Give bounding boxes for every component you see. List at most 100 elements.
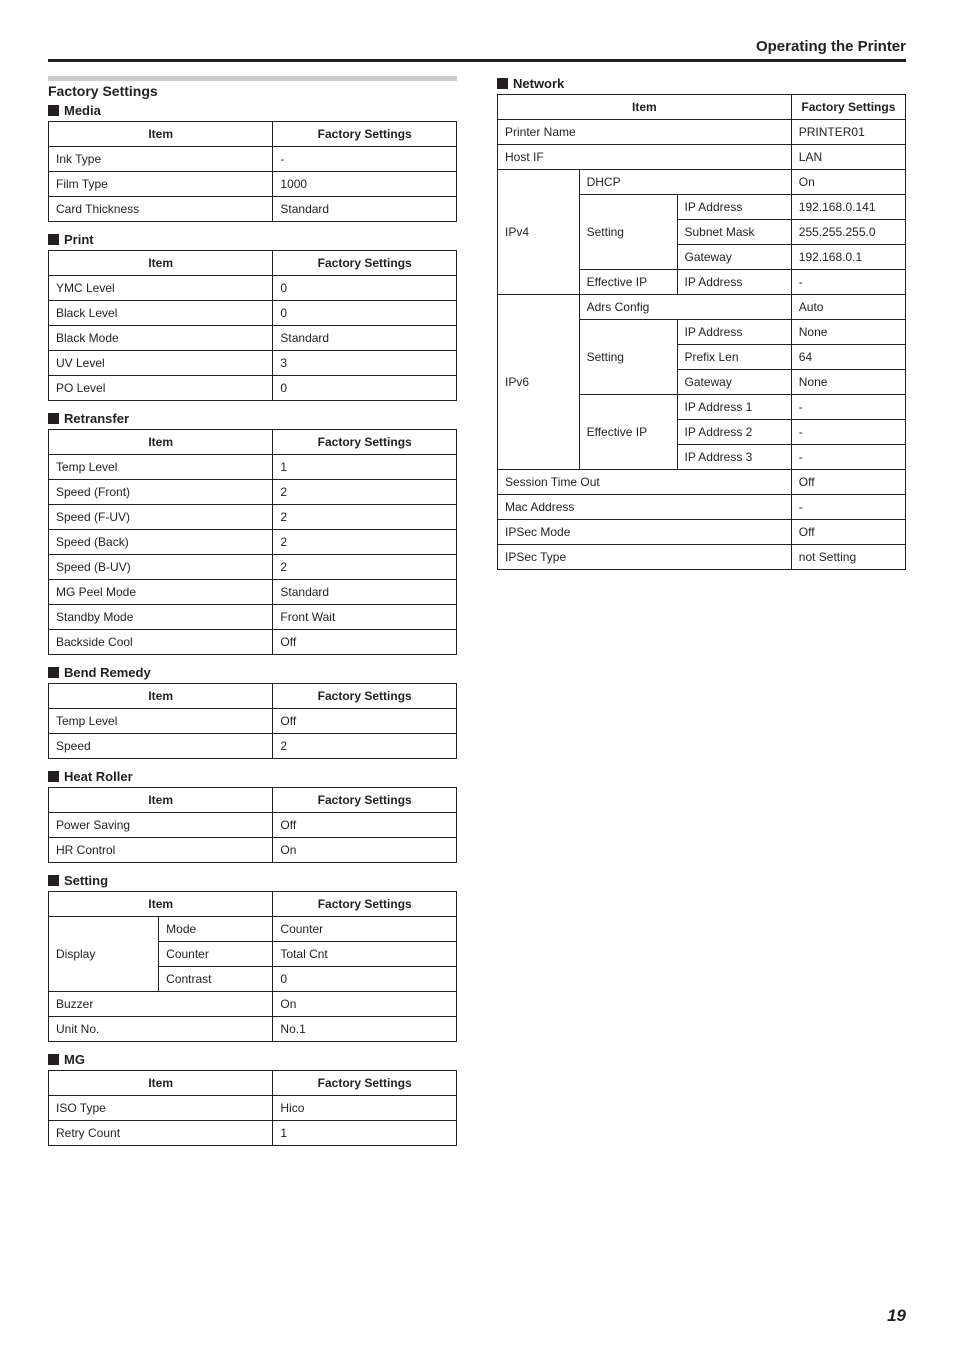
table-row: Host IF LAN bbox=[498, 145, 906, 170]
cell: Setting bbox=[579, 320, 677, 395]
col-item: Item bbox=[49, 430, 273, 455]
cell: IP Address bbox=[677, 195, 791, 220]
table-row: Printer Name PRINTER01 bbox=[498, 120, 906, 145]
cell: Gateway bbox=[677, 370, 791, 395]
table-row: PO Level0 bbox=[49, 376, 457, 401]
cell: Setting bbox=[579, 195, 677, 270]
table-row: IPSec Type not Setting bbox=[498, 545, 906, 570]
col-item: Item bbox=[49, 788, 273, 813]
cell: Host IF bbox=[498, 145, 792, 170]
media-heading: Media bbox=[48, 103, 457, 118]
cell: Counter bbox=[273, 917, 457, 942]
retransfer-title: Retransfer bbox=[64, 411, 129, 426]
network-title: Network bbox=[513, 76, 564, 91]
cell: Off bbox=[791, 520, 905, 545]
cell: Prefix Len bbox=[677, 345, 791, 370]
cell: Temp Level bbox=[49, 455, 273, 480]
table-row: IPv6 Adrs Config Auto bbox=[498, 295, 906, 320]
cell: Black Level bbox=[49, 301, 273, 326]
table-row: Card ThicknessStandard bbox=[49, 197, 457, 222]
col-fs: Factory Settings bbox=[273, 788, 457, 813]
right-column: Network Item Factory Settings Printer Na… bbox=[497, 76, 906, 1156]
cell: On bbox=[273, 838, 457, 863]
table-row: UV Level3 bbox=[49, 351, 457, 376]
cell: Speed bbox=[49, 734, 273, 759]
cell: 2 bbox=[273, 734, 457, 759]
cell: Speed (Back) bbox=[49, 530, 273, 555]
col-item: Item bbox=[49, 122, 273, 147]
cell: Off bbox=[273, 630, 457, 655]
col-item: Item bbox=[49, 251, 273, 276]
cell: Counter bbox=[159, 942, 273, 967]
cell: Card Thickness bbox=[49, 197, 273, 222]
table-row: Display Mode Counter bbox=[49, 917, 457, 942]
cell: 0 bbox=[273, 967, 457, 992]
cell: Contrast bbox=[159, 967, 273, 992]
cell: 3 bbox=[273, 351, 457, 376]
cell: 2 bbox=[273, 555, 457, 580]
table-row: Speed (Front)2 bbox=[49, 480, 457, 505]
cell: HR Control bbox=[49, 838, 273, 863]
cell: IPSec Mode bbox=[498, 520, 792, 545]
table-row: Session Time Out Off bbox=[498, 470, 906, 495]
table-row: Speed (F-UV)2 bbox=[49, 505, 457, 530]
table-row: ISO TypeHico bbox=[49, 1096, 457, 1121]
cell: Off bbox=[273, 709, 457, 734]
cell: IP Address 2 bbox=[677, 420, 791, 445]
cell: Backside Cool bbox=[49, 630, 273, 655]
cell: None bbox=[791, 320, 905, 345]
table-row: Backside CoolOff bbox=[49, 630, 457, 655]
cell: Buzzer bbox=[49, 992, 273, 1017]
cell: Speed (Front) bbox=[49, 480, 273, 505]
cell: YMC Level bbox=[49, 276, 273, 301]
table-row: Mac Address - bbox=[498, 495, 906, 520]
table-row: HR ControlOn bbox=[49, 838, 457, 863]
cell: Standard bbox=[273, 326, 457, 351]
cell: Ink Type bbox=[49, 147, 273, 172]
cell: IPSec Type bbox=[498, 545, 792, 570]
table-row: Power SavingOff bbox=[49, 813, 457, 838]
cell: - bbox=[791, 420, 905, 445]
cell: ISO Type bbox=[49, 1096, 273, 1121]
heat-title: Heat Roller bbox=[64, 769, 133, 784]
cell: IP Address bbox=[677, 320, 791, 345]
cell: Speed (F-UV) bbox=[49, 505, 273, 530]
cell: 1000 bbox=[273, 172, 457, 197]
cell: - bbox=[791, 395, 905, 420]
table-row: Speed (B-UV)2 bbox=[49, 555, 457, 580]
cell: Session Time Out bbox=[498, 470, 792, 495]
cell: No.1 bbox=[273, 1017, 457, 1042]
cell: Display bbox=[49, 917, 159, 992]
square-icon bbox=[48, 1054, 59, 1065]
cell: IP Address 1 bbox=[677, 395, 791, 420]
print-heading: Print bbox=[48, 232, 457, 247]
cell: PO Level bbox=[49, 376, 273, 401]
cell: 2 bbox=[273, 530, 457, 555]
table-row: Buzzer On bbox=[49, 992, 457, 1017]
table-row: Retry Count1 bbox=[49, 1121, 457, 1146]
table-row: Black Level0 bbox=[49, 301, 457, 326]
table-row: MG Peel ModeStandard bbox=[49, 580, 457, 605]
cell: Standard bbox=[273, 580, 457, 605]
cell: On bbox=[273, 992, 457, 1017]
table-row: Standby ModeFront Wait bbox=[49, 605, 457, 630]
cell: 255.255.255.0 bbox=[791, 220, 905, 245]
cell: IP Address 3 bbox=[677, 445, 791, 470]
table-row: Ink Type- bbox=[49, 147, 457, 172]
setting-table: Item Factory Settings Display Mode Count… bbox=[48, 891, 457, 1042]
square-icon bbox=[48, 413, 59, 424]
header-rule bbox=[48, 59, 906, 62]
cell: 0 bbox=[273, 301, 457, 326]
left-column: Factory Settings Media Item Factory Sett… bbox=[48, 76, 457, 1156]
cell: Black Mode bbox=[49, 326, 273, 351]
factory-settings-heading: Factory Settings bbox=[48, 83, 457, 99]
cell: 2 bbox=[273, 480, 457, 505]
table-row: Temp Level1 bbox=[49, 455, 457, 480]
cell: On bbox=[791, 170, 905, 195]
cell: Effective IP bbox=[579, 270, 677, 295]
cell: - bbox=[791, 445, 905, 470]
cell: Hico bbox=[273, 1096, 457, 1121]
col-fs: Factory Settings bbox=[791, 95, 905, 120]
network-table: Item Factory Settings Printer Name PRINT… bbox=[497, 94, 906, 570]
heat-table: Item Factory Settings Power SavingOff HR… bbox=[48, 787, 457, 863]
